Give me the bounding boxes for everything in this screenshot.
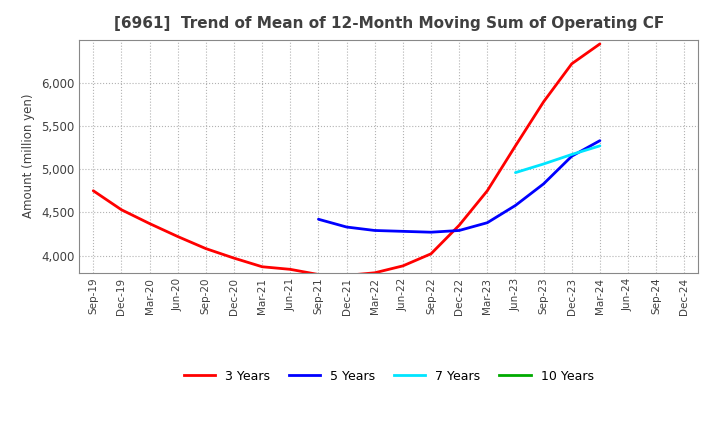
Title: [6961]  Trend of Mean of 12-Month Moving Sum of Operating CF: [6961] Trend of Mean of 12-Month Moving … (114, 16, 664, 32)
Y-axis label: Amount (million yen): Amount (million yen) (22, 94, 35, 218)
Legend: 3 Years, 5 Years, 7 Years, 10 Years: 3 Years, 5 Years, 7 Years, 10 Years (179, 365, 598, 388)
